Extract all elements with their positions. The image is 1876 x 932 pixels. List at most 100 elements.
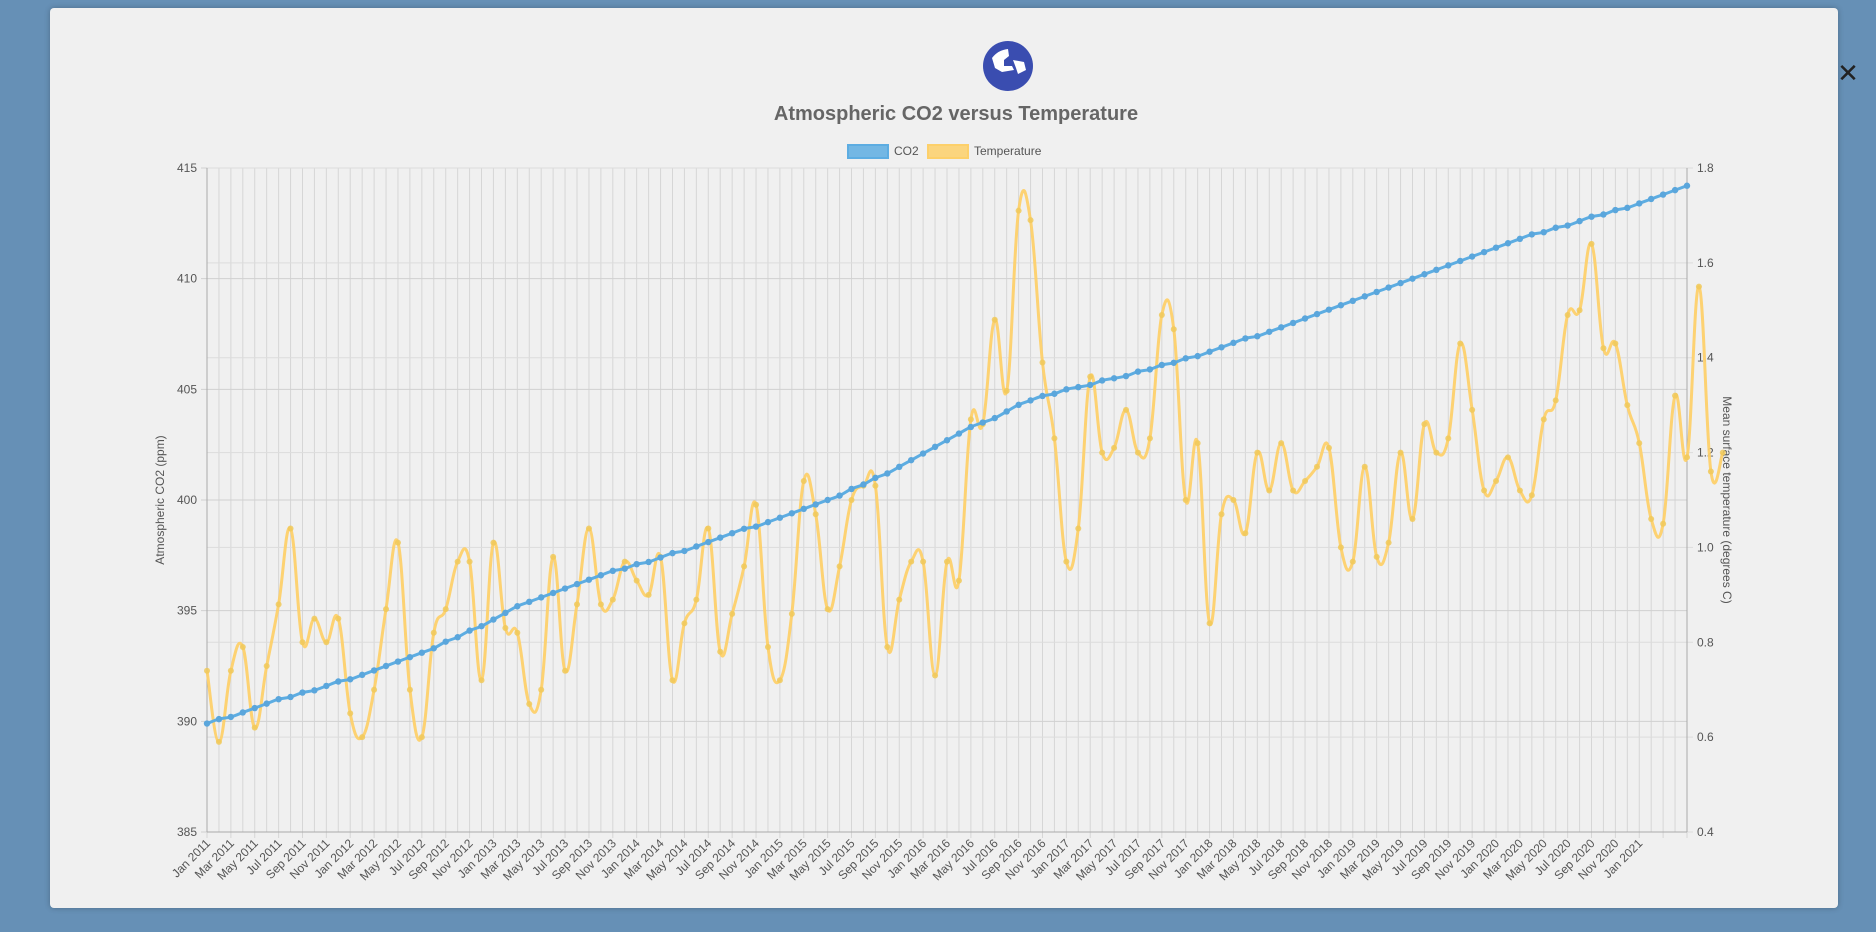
close-button[interactable]: ✕ [1837, 59, 1859, 89]
y-right-axis-title: Mean surface temperature (degrees C) [1720, 396, 1734, 603]
y-left-tick-label: 390 [177, 714, 197, 728]
temperature-point [824, 606, 831, 613]
temperature-point [848, 497, 855, 503]
co2-point [1039, 392, 1046, 400]
co2-point [621, 565, 628, 572]
co2-point [299, 689, 306, 696]
temperature-point [884, 644, 891, 651]
temperature-point [788, 610, 795, 617]
co2-point [1158, 361, 1166, 369]
co2-point [979, 419, 987, 426]
co2-point [275, 696, 282, 703]
co2-point [1480, 248, 1488, 256]
co2-point [693, 543, 700, 550]
co2-point [1576, 217, 1583, 225]
temperature-point [1707, 468, 1714, 475]
temperature-point [1182, 497, 1189, 503]
co2-point [561, 585, 569, 592]
temperature-point [1134, 449, 1141, 456]
co2-point [860, 481, 867, 488]
co2-point [1075, 383, 1082, 391]
temperature-point [1469, 406, 1476, 413]
co2-point [1361, 293, 1368, 300]
co2-point [1683, 182, 1691, 189]
temperature-point [1576, 307, 1583, 314]
temperature-point [239, 644, 246, 651]
temperature-point [562, 667, 569, 674]
temperature-point [1540, 416, 1547, 423]
y-left-tick-label: 410 [177, 272, 197, 286]
co2-point [370, 667, 378, 674]
legend-swatch-temperature [927, 144, 969, 159]
temperature-point [1266, 487, 1273, 494]
co2-point [1087, 381, 1094, 389]
temperature-point [1349, 558, 1356, 565]
temperature-point [1123, 406, 1130, 413]
temperature-point [1230, 497, 1237, 503]
temperature-point [550, 553, 557, 560]
temperature-point [669, 677, 676, 684]
co2-point [203, 720, 211, 727]
temperature-point [812, 511, 819, 518]
co2-point [215, 715, 223, 723]
temperature-point [776, 677, 783, 684]
co2-point [931, 443, 939, 451]
temperature-point [717, 648, 724, 655]
co2-point [717, 534, 724, 541]
temperature-point [932, 672, 939, 679]
temperature-point [991, 316, 998, 323]
co2-point [907, 456, 915, 464]
temperature-point [896, 596, 903, 603]
co2-point [1254, 333, 1261, 340]
co2-point [1206, 348, 1213, 355]
co2-point [812, 501, 819, 508]
temperature-point [1087, 373, 1094, 380]
temperature-point [1719, 449, 1726, 456]
temperature-point [1099, 449, 1106, 456]
temperature-point [1421, 421, 1428, 428]
temperature-point [538, 686, 545, 693]
temperature-point [1194, 440, 1201, 447]
co2-point [1015, 401, 1022, 409]
co2-point [406, 653, 414, 661]
temperature-point [287, 525, 294, 532]
temperature-point [944, 558, 950, 565]
co2-point [1051, 390, 1058, 397]
co2-point [1003, 408, 1010, 415]
co2-point [514, 603, 521, 610]
co2-point [335, 678, 342, 685]
co2-point [478, 622, 485, 630]
co2-point [752, 523, 760, 530]
temperature-point [478, 677, 485, 684]
co2-point [1445, 262, 1452, 269]
co2-point [1230, 339, 1237, 347]
temperature-point [764, 644, 771, 651]
temperature-point [371, 686, 378, 693]
temperature-point [597, 601, 604, 608]
co2-point [394, 658, 402, 665]
co2-point [466, 627, 473, 634]
co2-point [1468, 253, 1476, 260]
temperature-point [1254, 449, 1261, 456]
temperature-point [836, 563, 843, 570]
co2-point [227, 713, 235, 721]
co2-point [537, 594, 545, 601]
co2-point [418, 649, 426, 656]
co2-point [490, 616, 497, 623]
y-left-tick-label: 395 [177, 604, 197, 618]
co2-point [1504, 240, 1512, 247]
y-right-tick-label: 1.6 [1697, 256, 1714, 270]
co2-point [1433, 266, 1440, 274]
temperature-point [621, 558, 628, 565]
co2-point [896, 463, 903, 470]
co2-point [1337, 302, 1345, 309]
temperature-point [1290, 487, 1297, 494]
y-left-tick-label: 405 [177, 382, 197, 396]
temperature-point [442, 606, 449, 613]
temperature-point [705, 525, 712, 532]
temperature-point [729, 610, 736, 617]
co2-point [705, 538, 712, 546]
co2-point [1492, 244, 1500, 251]
temperature-point [1684, 454, 1690, 461]
temperature-point [1111, 444, 1118, 451]
